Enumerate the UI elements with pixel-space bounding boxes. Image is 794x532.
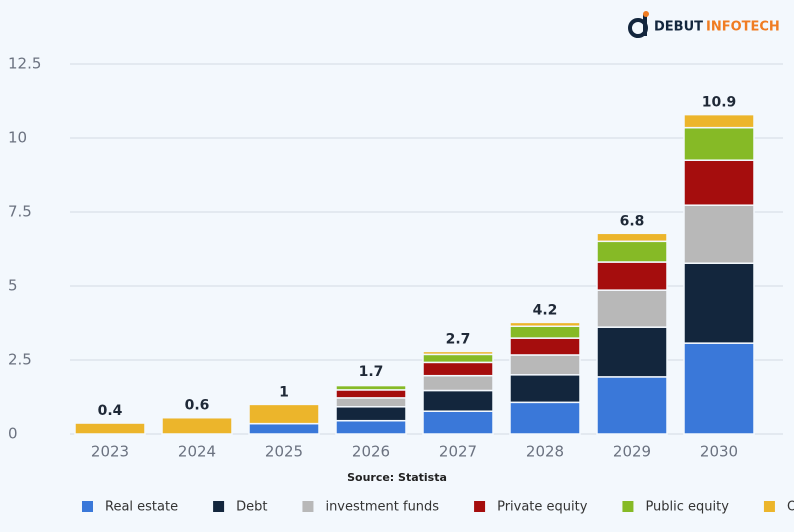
bar-segment [509,325,581,339]
x-tick-label: 2025 [265,443,303,461]
legend-label: investment funds [325,500,439,515]
legend-label: Public equity [645,500,729,515]
bar-segment [335,419,407,435]
x-tick-label: 2029 [613,443,651,461]
bar-segment [335,383,407,387]
bar-segment [596,289,668,328]
legend-label: Debt [236,500,267,515]
bar-segment [596,376,668,435]
total-label: 4.2 [533,302,558,318]
bar-segment [509,354,581,376]
x-tick-label: 2026 [352,443,390,461]
bar-segment [335,389,407,399]
bar-segment [683,126,755,161]
legend-item: Public equity [622,500,729,515]
logo-icon [643,11,649,17]
bar-segment [509,337,581,356]
bar-segment [683,159,755,206]
bar-segment [596,232,668,243]
bar-segment [335,406,407,422]
bar-segment [422,410,494,435]
y-tick-label: 0 [8,425,18,443]
logo: DEBUT INFOTECH [628,11,780,38]
bar-segment [683,204,755,264]
bar-segment [683,342,755,435]
bar-segment [74,422,146,435]
y-tick-label: 2.5 [8,351,32,369]
total-label: 0.6 [185,398,210,414]
y-tick-label: 5 [8,277,18,295]
bar-segment [596,240,668,263]
legend-swatch [474,501,486,512]
y-tick-label: 10 [8,129,27,147]
total-label: 0.4 [98,403,123,419]
legend-label: Private equity [497,500,588,515]
legend-swatch [622,501,634,512]
bar-segment [509,321,581,328]
legend-swatch [302,501,314,512]
bar-segment [596,326,668,378]
x-tick-label: 2028 [526,443,564,461]
bar-segment [248,403,320,425]
total-label: 6.8 [620,213,645,229]
legend-label: Real estate [105,500,178,515]
y-tick-label: 7.5 [8,203,32,221]
bar-segment [335,397,407,408]
legend-item: Other [763,500,794,515]
bar-segment [161,416,233,435]
x-tick-label: 2030 [700,443,738,461]
x-tick-label: 2023 [91,443,129,461]
total-label: 2.7 [446,331,471,347]
x-tick-label: 2027 [439,443,477,461]
brand-accent: INFOTECH [706,20,780,35]
y-tick-label: 12.5 [8,55,41,73]
x-tick-label: 2024 [178,443,216,461]
bar-segment [422,361,494,377]
bar-segment [422,389,494,412]
total-label: 1 [279,384,289,400]
bar-segment [509,374,581,404]
source: Source: Statista [347,471,447,484]
bar-segment [683,113,755,129]
bar-segment [509,401,581,435]
bar-segment [422,353,494,364]
legend-item: Debt [213,500,267,515]
legend-swatch [82,501,93,512]
bar-segment [422,350,494,356]
bar-segment [596,261,668,291]
legend-swatch [763,501,775,512]
legend-item: investment funds [302,500,439,515]
total-label: 10.9 [702,95,737,111]
bar-segment [683,262,755,344]
bar-segment [248,422,320,435]
legend-item: Private equity [474,500,588,515]
bar-segment [422,374,494,392]
legend-swatch [213,501,225,512]
legend-label: Other [787,500,794,515]
total-label: 1.7 [359,364,384,380]
logo-icon [643,14,647,36]
brand-name: DEBUT [654,20,703,35]
legend-item: Real estate [82,500,178,515]
